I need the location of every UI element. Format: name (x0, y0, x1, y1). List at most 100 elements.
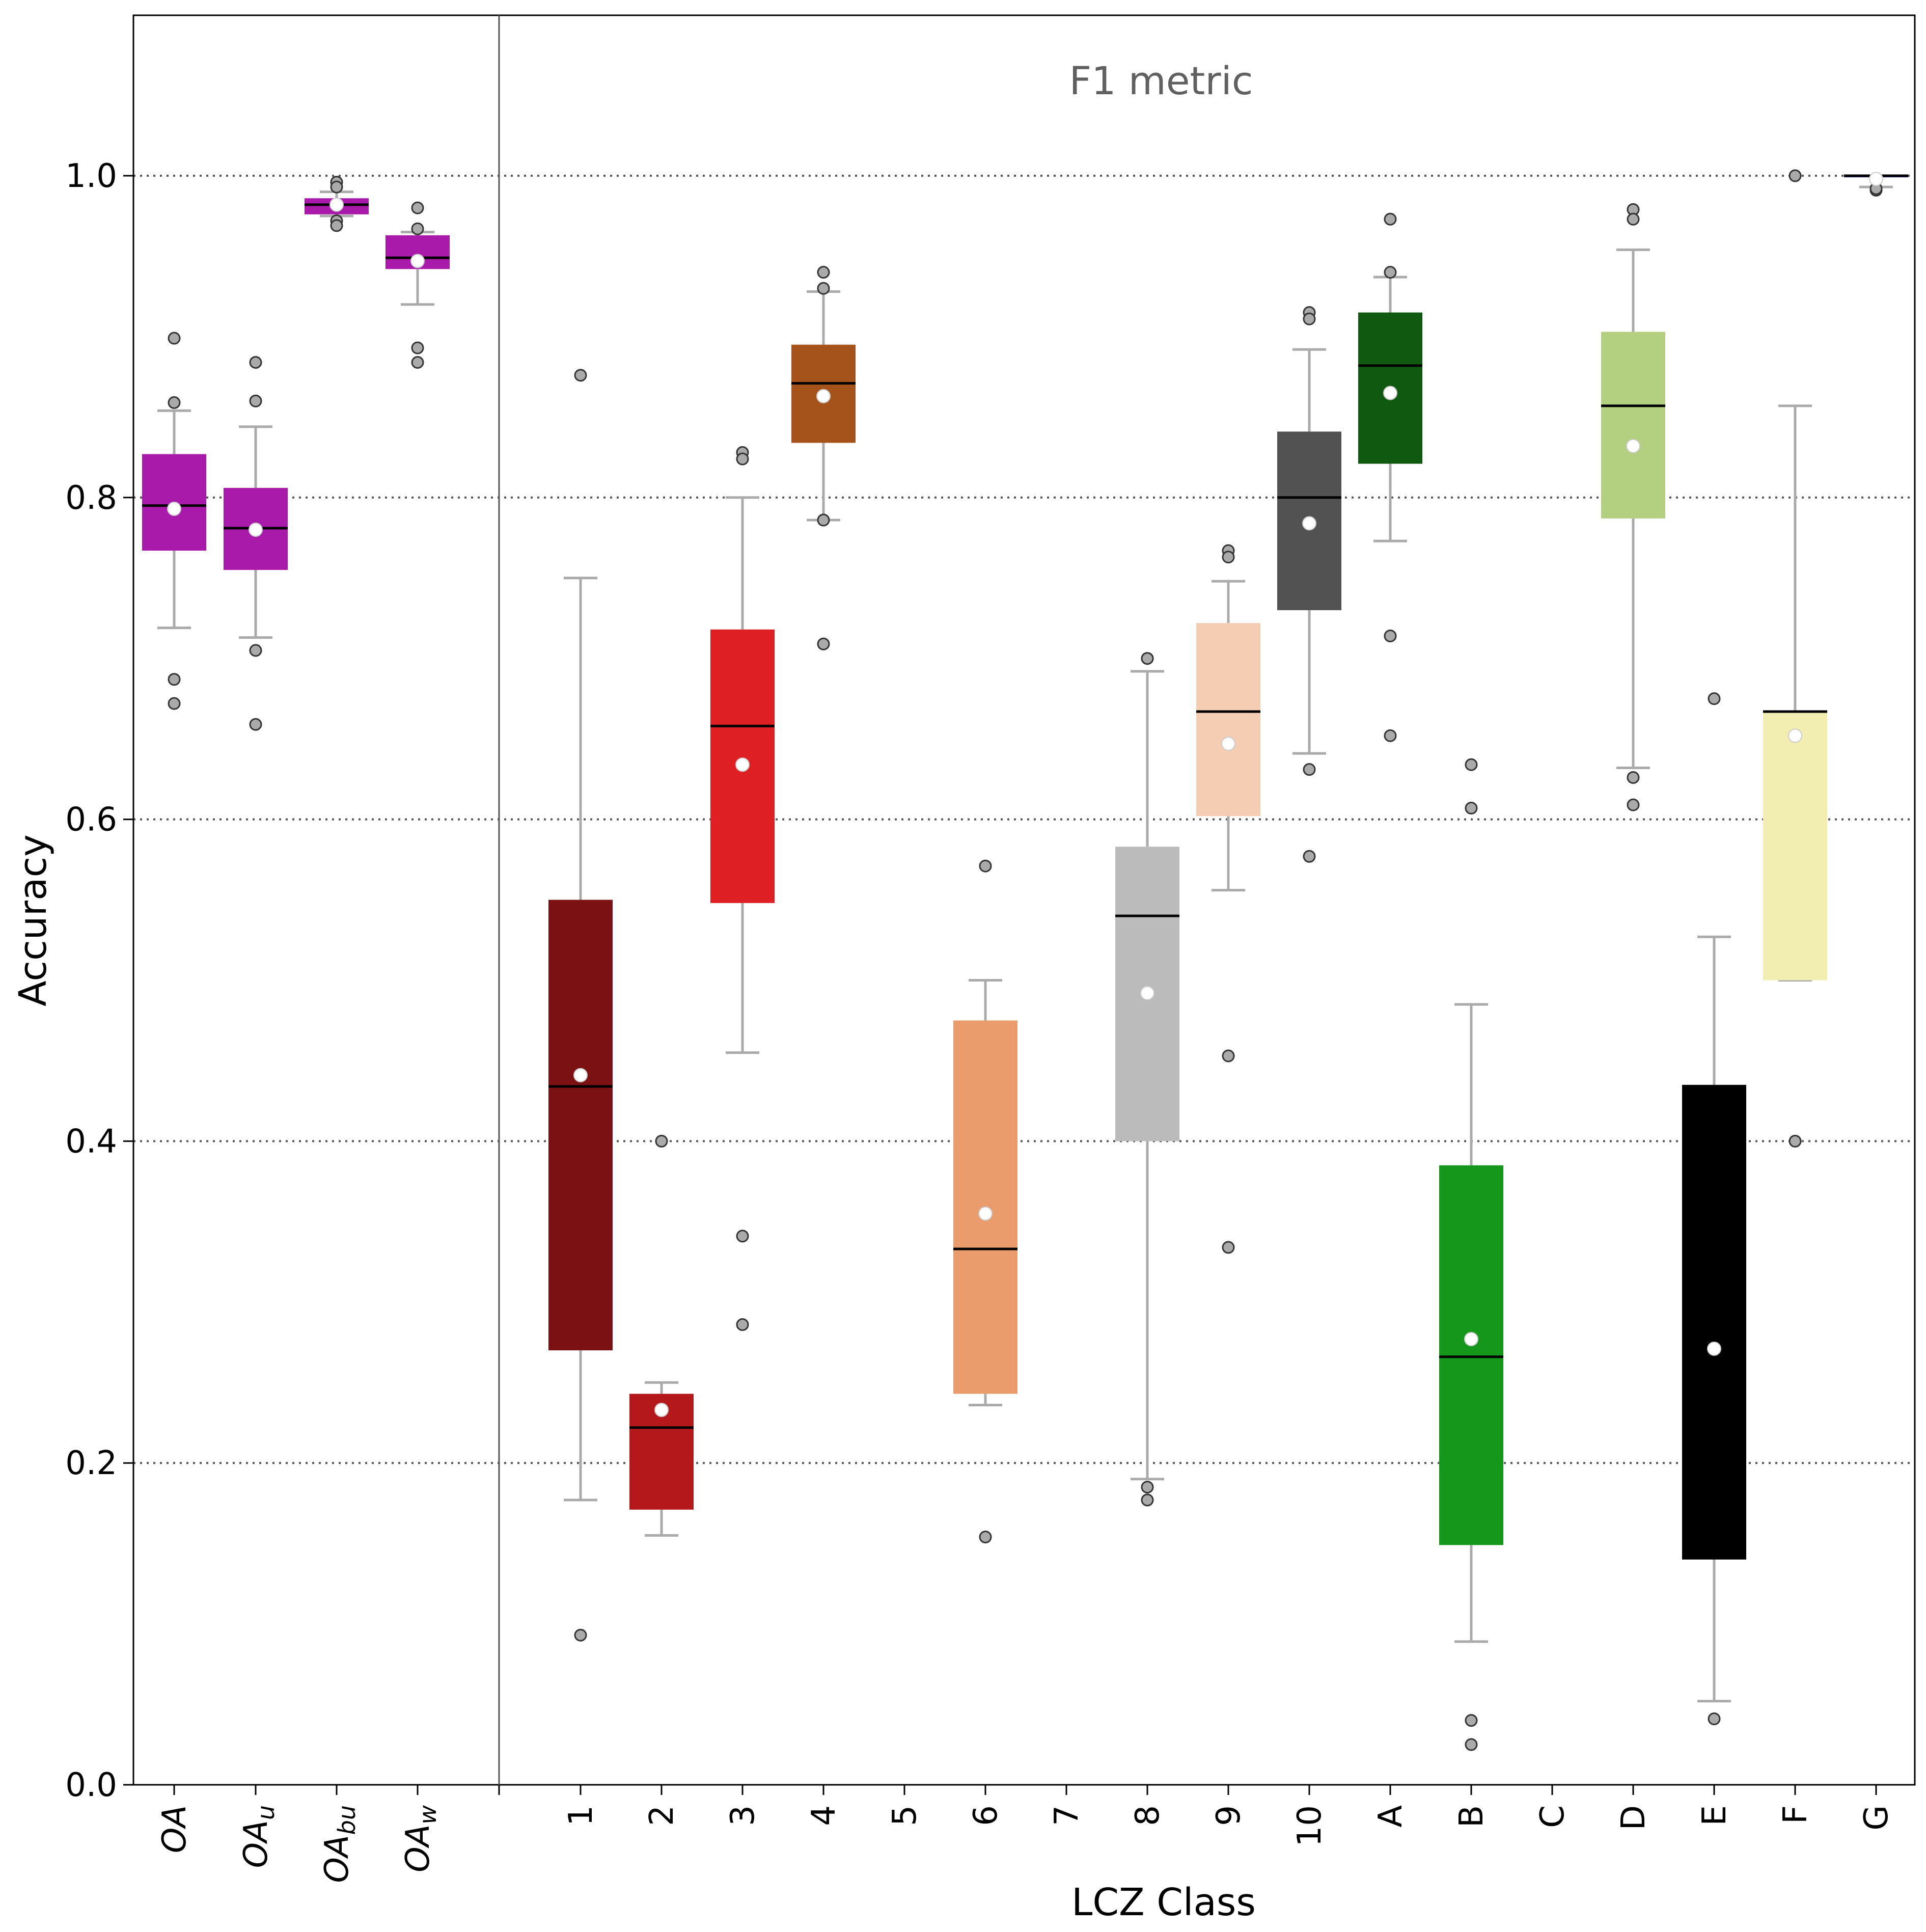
mean-marker (573, 1068, 588, 1082)
x-tick-label: B (1453, 1805, 1491, 1828)
outlier-point (979, 859, 992, 873)
outlier-point (1222, 1241, 1235, 1254)
x-tick-label-base: OA (156, 1805, 194, 1853)
box-B (1439, 758, 1503, 1751)
mean-marker (1869, 172, 1883, 186)
outlier-point (168, 332, 181, 345)
outlier-point (1303, 850, 1316, 863)
outlier-point (168, 697, 181, 710)
mean-marker (249, 522, 263, 537)
x-tick-label: F (1777, 1805, 1814, 1824)
mean-marker (1626, 439, 1640, 453)
outlier-point (168, 396, 181, 409)
outlier-point (1789, 169, 1802, 182)
x-tick-label: 8 (1129, 1805, 1167, 1826)
x-tick-label: 2 (643, 1805, 681, 1826)
x-tick-label: D (1615, 1805, 1653, 1830)
x-tick-label-base: OA (237, 1820, 275, 1868)
x-tick-label-base: OA (318, 1835, 356, 1883)
x-tick-label: 6 (967, 1805, 1005, 1826)
x-tick-label: A (1372, 1805, 1410, 1828)
outlier-point (736, 1318, 749, 1331)
outlier-point (1141, 652, 1154, 665)
x-tick-label: 1 (562, 1805, 600, 1826)
box-OAu (224, 356, 288, 731)
x-tick-label-subscript: u (252, 1805, 280, 1820)
mean-marker (1464, 1331, 1478, 1346)
outlier-point (411, 356, 424, 369)
outlier-point (249, 644, 262, 657)
y-tick-label: 1.0 (65, 157, 117, 195)
outlier-point (1627, 771, 1640, 784)
f1-metric-annotation: F1 metric (1069, 58, 1253, 103)
box-10 (1277, 306, 1341, 863)
outlier-point (1465, 801, 1478, 814)
x-tick-label: 5 (886, 1805, 924, 1826)
mean-marker (1788, 728, 1802, 743)
outlier-point (1708, 692, 1721, 705)
outlier-point (1303, 763, 1316, 776)
x-tick-label: G (1858, 1805, 1895, 1831)
box-OAw (386, 201, 450, 369)
x-tick-label-base: OA (399, 1825, 437, 1872)
x-tick-label: 4 (805, 1805, 843, 1826)
outlier-point (1465, 758, 1478, 771)
mean-marker (1707, 1341, 1721, 1356)
y-tick-label: 0.2 (65, 1445, 117, 1482)
box-A (1358, 212, 1422, 742)
y-tick-label: 0.4 (65, 1123, 117, 1160)
x-tick-label-subscript: bu (333, 1805, 361, 1835)
outlier-point (411, 201, 424, 214)
x-tick-label-overall: OA (156, 1805, 194, 1853)
box-F (1763, 169, 1827, 1148)
outlier-point (1222, 551, 1235, 564)
x-tick-label: C (1534, 1805, 1572, 1828)
box-body (1682, 1084, 1746, 1560)
mean-marker (978, 1206, 993, 1221)
x-tick-label: 7 (1048, 1805, 1086, 1826)
mean-marker (1383, 386, 1397, 400)
x-axis-title: LCZ Class (1071, 1881, 1256, 1924)
outlier-point (817, 282, 830, 295)
outlier-point (249, 718, 262, 731)
mean-marker (816, 389, 831, 403)
box-body (548, 900, 613, 1351)
outlier-point (1384, 266, 1397, 279)
mean-marker (1302, 516, 1316, 531)
y-tick-label: 0.6 (65, 801, 117, 839)
outlier-point (1222, 1049, 1235, 1063)
mean-marker (1140, 986, 1154, 1000)
outlier-point (736, 1230, 749, 1243)
mean-marker (329, 197, 344, 212)
y-tick-label: 0.8 (65, 479, 117, 517)
box-body (1763, 711, 1827, 981)
x-tick-label: 3 (724, 1805, 762, 1826)
x-tick-label: 10 (1291, 1805, 1329, 1846)
box-G (1844, 172, 1908, 197)
outlier-point (1303, 312, 1316, 325)
box-body (1439, 1165, 1503, 1545)
x-tick-label-overall: OAbu (318, 1805, 361, 1883)
box-D (1601, 203, 1665, 811)
plot-frame (132, 14, 1916, 1786)
outlier-point (1465, 1738, 1478, 1751)
outlier-point (168, 673, 181, 686)
outlier-point (817, 637, 830, 650)
box-4 (791, 266, 856, 650)
y-axis-title: Accuracy (11, 834, 55, 1006)
outlier-point (1465, 1714, 1478, 1727)
box-3 (710, 446, 775, 1331)
outlier-point (1384, 629, 1397, 642)
box-body (1196, 623, 1260, 817)
outlier-point (1789, 1134, 1802, 1148)
outlier-point (249, 394, 262, 407)
box-6 (953, 859, 1017, 1544)
x-tick-label-overall: OAu (237, 1805, 280, 1868)
outlier-point (411, 341, 424, 355)
box-body (1601, 332, 1665, 519)
box-1 (548, 369, 613, 1642)
outlier-point (1627, 212, 1640, 226)
x-tick-label-overall: OAw (399, 1805, 442, 1872)
